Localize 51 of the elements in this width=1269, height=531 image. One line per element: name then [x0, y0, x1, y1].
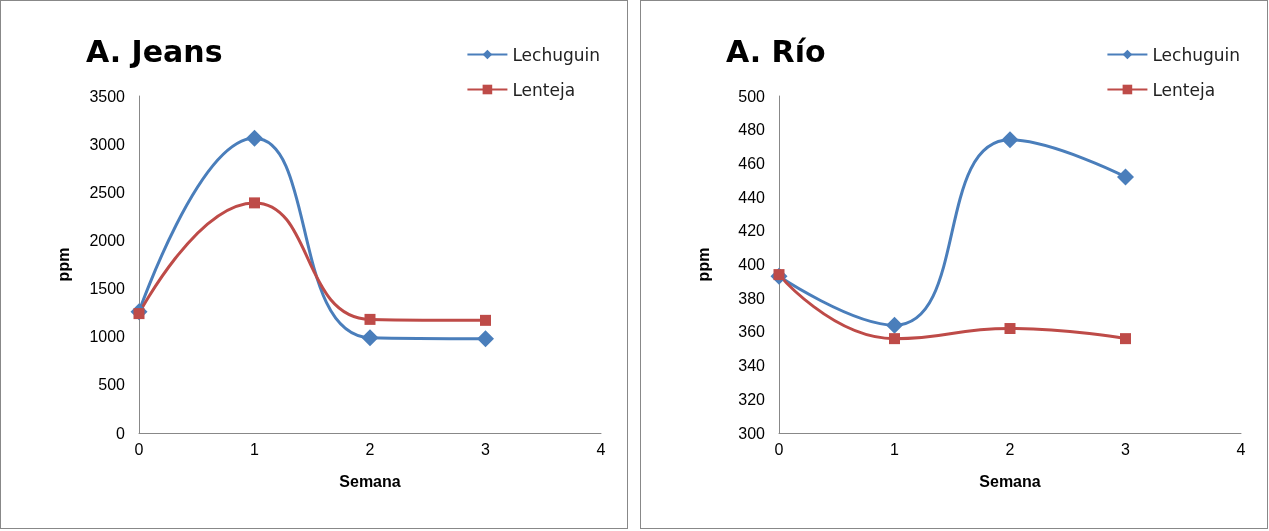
y-tick-label: 0	[116, 424, 126, 442]
point	[364, 313, 376, 325]
y-tick-label: 480	[738, 121, 766, 139]
point	[1117, 168, 1134, 186]
x-axis-title: Semana	[979, 472, 1041, 490]
chart-title: A. Jeans	[86, 33, 223, 69]
y-tick-label: 340	[738, 357, 766, 375]
legend-label: Lechuguin	[512, 44, 600, 65]
x-axis-title: Semana	[339, 472, 401, 490]
y-tick-label: 1500	[89, 280, 126, 298]
y-tick-label: 2000	[89, 231, 126, 249]
y-axis-title: ppm	[54, 247, 72, 282]
point	[889, 333, 900, 345]
x-tick-label: 3	[481, 440, 491, 458]
y-tick-label: 380	[738, 289, 766, 307]
x-tick-label: 0	[774, 440, 784, 458]
x-tick-label: 3	[1121, 440, 1131, 458]
y-tick-label: 500	[98, 376, 126, 394]
y-tick-label: 320	[738, 390, 766, 408]
point	[1001, 131, 1019, 149]
x-tick-label: 4	[596, 440, 606, 458]
y-axis-title: ppm	[694, 247, 712, 282]
x-tick-label: 2	[365, 440, 375, 458]
y-tick-label: 420	[738, 222, 766, 240]
y-tick-label: 3500	[89, 87, 126, 105]
y-tick-label: 2500	[89, 183, 126, 201]
y-tick-label: 360	[738, 323, 766, 341]
point	[1004, 323, 1016, 335]
x-tick-label: 2	[1005, 440, 1015, 458]
point	[477, 330, 494, 348]
point	[480, 314, 491, 326]
legend-label: Lenteja	[1152, 79, 1216, 100]
y-tick-label: 440	[738, 188, 766, 206]
y-tick-label: 460	[738, 154, 766, 172]
chart-title: A. Río	[726, 33, 826, 69]
point	[361, 329, 379, 347]
x-tick-label: 4	[1236, 440, 1246, 458]
x-tick-label: 0	[134, 440, 144, 458]
point	[886, 316, 903, 334]
point	[246, 129, 263, 147]
point	[249, 197, 260, 209]
legend-label: Lechuguin	[1152, 44, 1240, 65]
point	[1120, 333, 1131, 345]
y-tick-label: 3000	[89, 135, 126, 153]
x-tick-label: 1	[890, 440, 900, 458]
y-tick-label: 1000	[89, 328, 126, 346]
y-tick-label: 400	[738, 256, 766, 273]
y-tick-label: 300	[738, 424, 766, 442]
x-tick-label: 1	[250, 440, 260, 458]
legend-label: Lenteja	[512, 79, 576, 100]
y-tick-label: 500	[738, 87, 766, 105]
